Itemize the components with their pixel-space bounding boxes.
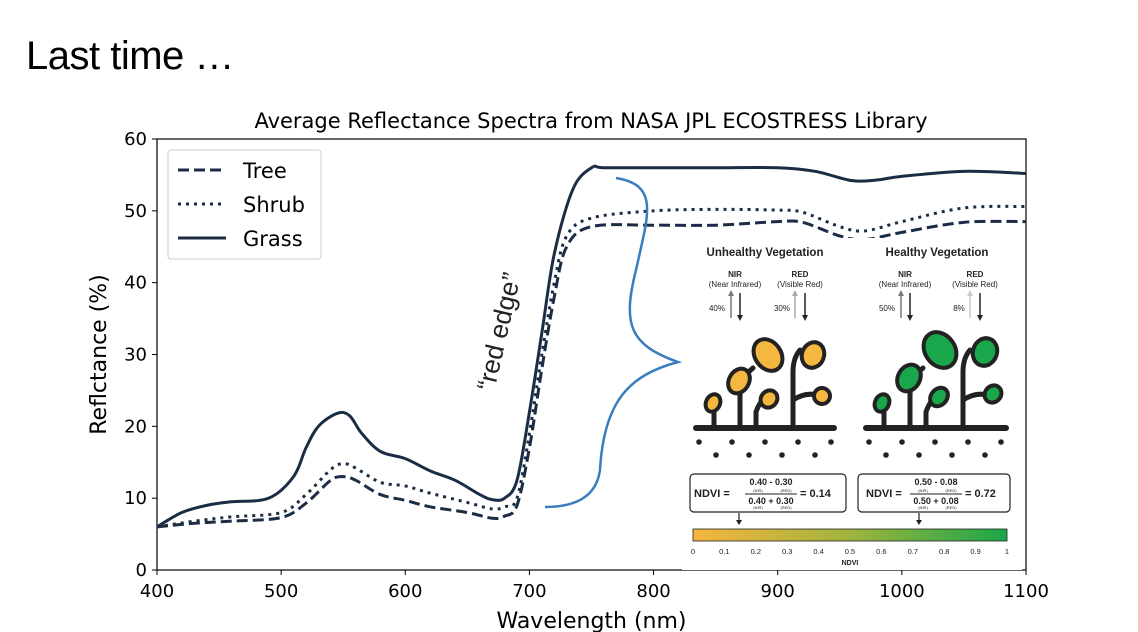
- unhealthy-red-label: RED: [792, 270, 809, 279]
- healthy-red-down-arrowhead: [977, 315, 983, 321]
- ndvi-scale-tick-label: 0.6: [876, 547, 886, 556]
- ndvi-color-scale: [692, 528, 1008, 542]
- ndvi-scale-label: NDVI: [842, 560, 859, 567]
- x-tick-label: 1000: [879, 581, 925, 602]
- x-tick-label: 600: [388, 581, 422, 602]
- unhealthy-num-sub-nir: (NIR): [753, 488, 763, 493]
- unhealthy-nir-sub: (Near Infrared): [709, 280, 762, 289]
- unhealthy-scale-pointer-head: [736, 520, 742, 525]
- healthy-ndvi-result: = 0.72: [965, 488, 996, 500]
- healthy-num-sub-red: (RED): [945, 488, 957, 493]
- ndvi-scale-tick-label: 0.5: [845, 547, 855, 556]
- unhealthy-ndvi-result: = 0.14: [800, 488, 832, 500]
- unhealthy-red-up-arrowhead: [792, 290, 798, 296]
- legend-label-grass: Grass: [243, 227, 303, 251]
- unhealthy-den-sub-nir: (NIR): [753, 505, 763, 510]
- legend: Tree Shrub Grass: [167, 149, 322, 260]
- healthy-numerator: 0.50 - 0.08: [914, 477, 957, 487]
- ndvi-scale-tick-label: 1: [1005, 547, 1009, 556]
- ndvi-scale-tick-label: 0.1: [719, 547, 729, 556]
- ndvi-scale-tick-label: 0.4: [813, 547, 823, 556]
- unhealthy-den-sub-red: (RED): [780, 505, 792, 510]
- ndvi-scale-tick-label: 0.7: [908, 547, 918, 556]
- unhealthy-nir-pct: 40%: [709, 304, 725, 313]
- ndvi-scale-tick-label: 0.9: [970, 547, 980, 556]
- x-tick-label: 700: [512, 581, 546, 602]
- healthy-nir-down-arrowhead: [907, 315, 913, 321]
- red-edge-brace: [544, 176, 683, 509]
- y-tick-label: 40: [124, 273, 147, 294]
- healthy-soil-dots: [866, 439, 1004, 458]
- chart-title: Average Reflectance Spectra from NASA JP…: [254, 109, 927, 133]
- healthy-denominator: 0.50 + 0.08: [913, 496, 958, 506]
- unhealthy-red-sub: (Visible Red): [777, 280, 823, 289]
- red-edge-annotation: “red edge”: [471, 176, 683, 509]
- unhealthy-num-sub-red: (RED): [780, 488, 792, 493]
- series-line-shrub: [156, 204, 1027, 529]
- unhealthy-nir-up-arrowhead: [728, 290, 734, 296]
- healthy-num-sub-nir: (NIR): [918, 488, 928, 493]
- unhealthy-panel: Unhealthy Vegetation NIR (Near Infrared)…: [689, 247, 847, 525]
- healthy-red-pct: 8%: [953, 304, 965, 313]
- healthy-nir-up-arrowhead: [898, 290, 904, 296]
- unhealthy-leaves: [703, 337, 832, 414]
- unhealthy-red-pct: 30%: [774, 304, 790, 313]
- x-tick-label: 800: [636, 581, 670, 602]
- red-edge-label: “red edge”: [471, 270, 527, 394]
- ndvi-scale-ticks: 0 0.1 0.2 0.3 0.4 0.5 0.6 0.7 0.8 0.9 1: [691, 547, 1009, 556]
- healthy-red-sub: (Visible Red): [952, 280, 998, 289]
- healthy-title: Healthy Vegetation: [886, 247, 989, 259]
- ndvi-scale-tick-label: 0.3: [782, 547, 792, 556]
- unhealthy-nir-down-arrowhead: [737, 315, 743, 321]
- x-axis-label: Wavelength (nm): [496, 609, 686, 632]
- y-axis-label: Reflctance (%): [87, 274, 112, 435]
- y-tick-label: 50: [124, 201, 147, 222]
- healthy-ndvi-box: [857, 473, 1011, 513]
- healthy-red-label: RED: [967, 270, 984, 279]
- healthy-nir-pct: 50%: [879, 304, 895, 313]
- unhealthy-red-down-arrowhead: [802, 315, 808, 321]
- y-tick-label: 60: [124, 129, 147, 150]
- y-tick-label: 0: [136, 560, 147, 581]
- legend-label-tree: Tree: [242, 159, 287, 183]
- x-tick-label: 500: [264, 581, 298, 602]
- series-line-grass: [156, 164, 1027, 529]
- healthy-ndvi-label: NDVI =: [866, 488, 902, 500]
- legend-label-shrub: Shrub: [243, 193, 305, 217]
- series-line-tree: [156, 219, 1027, 529]
- healthy-nir-label: NIR: [898, 270, 912, 279]
- unhealthy-soil-dots: [696, 439, 834, 458]
- unhealthy-nir-label: NIR: [728, 270, 742, 279]
- healthy-den-sub-red: (RED): [945, 505, 957, 510]
- x-tick-label: 1100: [1003, 581, 1049, 602]
- legend-box: [167, 149, 322, 260]
- y-tick-label: 30: [124, 345, 147, 366]
- ndvi-scale-tick-label: 0.2: [751, 547, 761, 556]
- healthy-panel: Healthy Vegetation NIR (Near Infrared) R…: [857, 247, 1011, 525]
- unhealthy-title: Unhealthy Vegetation: [707, 247, 824, 259]
- unhealthy-ndvi-label: NDVI =: [694, 488, 730, 500]
- unhealthy-ndvi-box: [689, 473, 847, 513]
- ndvi-scale-tick-label: 0.8: [939, 547, 949, 556]
- series-lines: [156, 164, 1027, 529]
- healthy-den-sub-nir: (NIR): [918, 505, 928, 510]
- x-tick-label: 900: [761, 581, 795, 602]
- healthy-red-up-arrowhead: [967, 290, 973, 296]
- slide-title: Last time …: [26, 34, 234, 78]
- ndvi-scale-tick-label: 0: [691, 547, 695, 556]
- healthy-leaves: [872, 330, 1004, 414]
- y-tick-label: 20: [124, 416, 147, 437]
- unhealthy-numerator: 0.40 - 0.30: [749, 477, 792, 487]
- x-tick-label: 400: [140, 581, 174, 602]
- unhealthy-denominator: 0.40 + 0.30: [748, 496, 793, 506]
- healthy-nir-sub: (Near Infrared): [879, 280, 932, 289]
- y-tick-label: 10: [124, 488, 147, 509]
- ndvi-infographic: Unhealthy Vegetation NIR (Near Infrared)…: [682, 238, 1022, 570]
- healthy-scale-pointer-head: [916, 520, 922, 525]
- axis-ticks: 400 500 600 700 800 900 1000 11000102030405060W…: [87, 129, 1049, 632]
